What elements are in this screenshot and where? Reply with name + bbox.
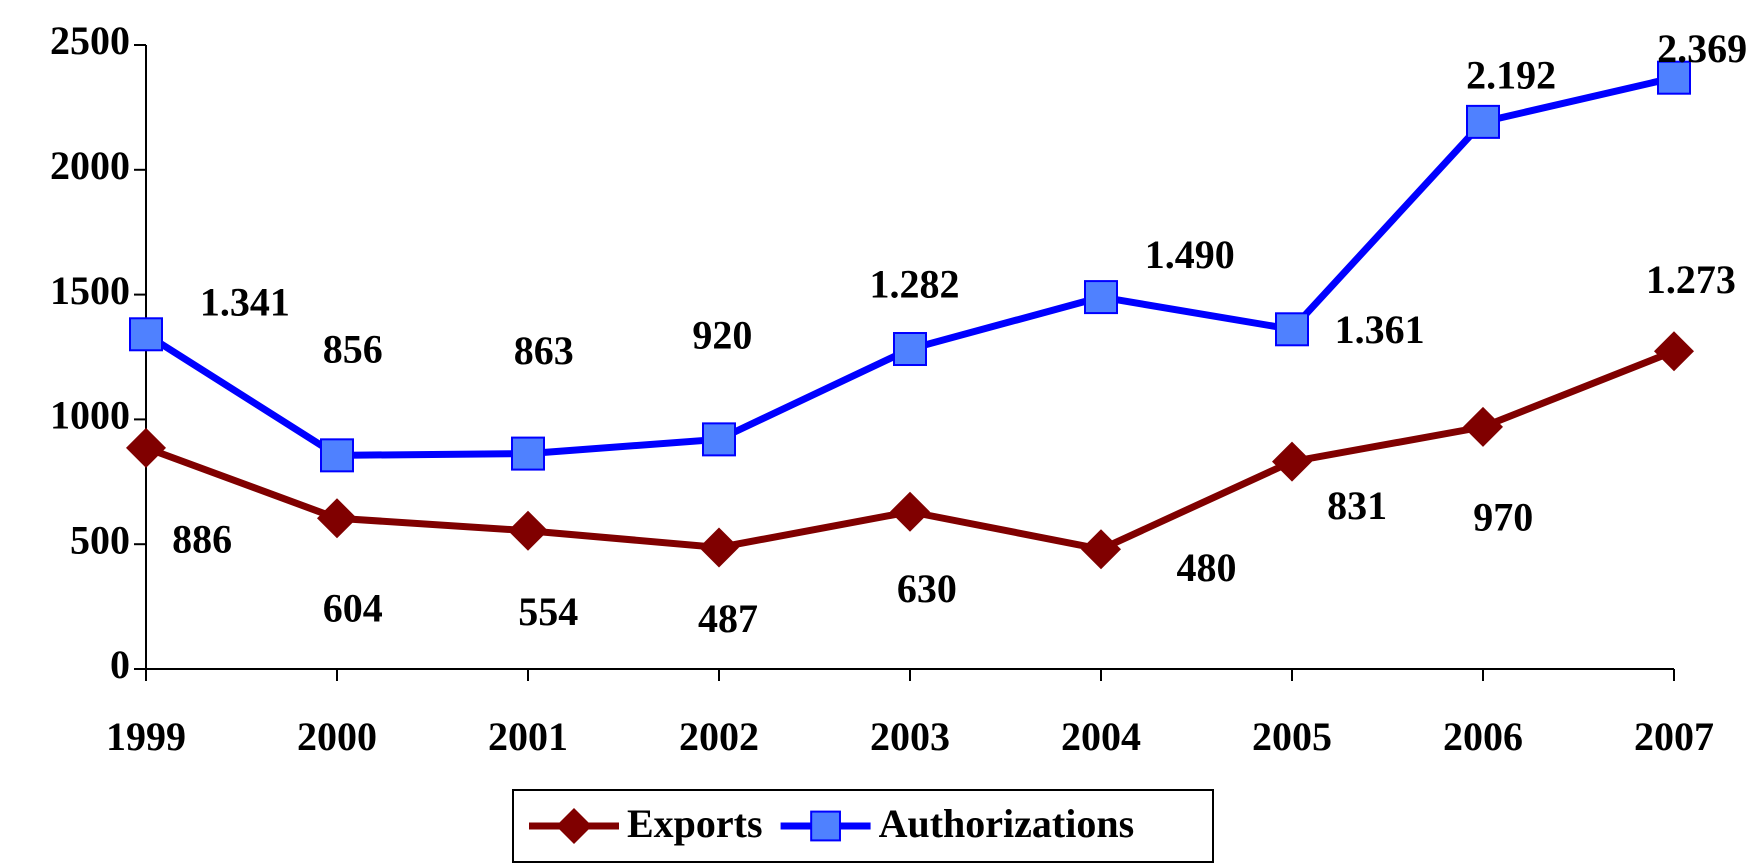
x-tick-label: 2000 bbox=[297, 714, 377, 759]
data-label: 2.369 bbox=[1657, 26, 1747, 71]
point-marker bbox=[1272, 441, 1312, 482]
point-marker bbox=[126, 427, 166, 468]
point-marker bbox=[511, 436, 545, 471]
point-marker bbox=[1466, 104, 1500, 139]
point-marker bbox=[508, 510, 548, 551]
data-label: 1.282 bbox=[869, 262, 959, 307]
data-label: 831 bbox=[1327, 483, 1387, 528]
point-marker bbox=[699, 527, 739, 568]
data-label: 2.192 bbox=[1466, 52, 1556, 97]
data-label: 1.273 bbox=[1646, 257, 1736, 302]
point-marker bbox=[702, 422, 736, 457]
point-marker bbox=[1275, 312, 1309, 347]
x-tick-label: 2006 bbox=[1443, 714, 1523, 759]
point-marker bbox=[317, 498, 357, 539]
point-marker bbox=[1463, 406, 1503, 447]
y-tick-label: 0 bbox=[110, 642, 130, 687]
point-marker bbox=[1657, 60, 1691, 95]
data-label: 487 bbox=[698, 596, 758, 641]
x-tick-label: 2007 bbox=[1634, 714, 1714, 759]
data-label: 920 bbox=[692, 313, 752, 358]
point-marker bbox=[1084, 280, 1118, 315]
point-marker bbox=[129, 317, 163, 352]
data-label: 856 bbox=[323, 326, 383, 371]
y-tick-label: 500 bbox=[70, 517, 130, 562]
x-tick-label: 2005 bbox=[1252, 714, 1332, 759]
x-tick-label: 2003 bbox=[870, 714, 950, 759]
data-label: 1.361 bbox=[1335, 307, 1425, 352]
legend-marker bbox=[810, 810, 841, 842]
data-label: 1.341 bbox=[200, 279, 290, 324]
point-marker bbox=[890, 491, 930, 532]
point-marker bbox=[1081, 529, 1121, 570]
x-tick-label: 1999 bbox=[106, 714, 186, 759]
data-label: 1.490 bbox=[1145, 232, 1235, 277]
y-tick-label: 2000 bbox=[50, 143, 130, 188]
y-tick-label: 1000 bbox=[50, 393, 130, 438]
legend-label: Authorizations bbox=[879, 801, 1135, 846]
point-marker bbox=[1654, 331, 1694, 372]
data-label: 604 bbox=[323, 586, 383, 631]
x-tick-label: 2004 bbox=[1061, 714, 1141, 759]
point-marker bbox=[893, 332, 927, 367]
data-label: 480 bbox=[1177, 545, 1237, 590]
point-marker bbox=[320, 438, 354, 473]
data-label: 863 bbox=[514, 328, 574, 373]
y-tick-label: 2500 bbox=[50, 18, 130, 63]
x-tick-label: 2001 bbox=[488, 714, 568, 759]
data-label: 970 bbox=[1473, 494, 1533, 539]
legend-label: Exports bbox=[627, 801, 763, 846]
x-tick-label: 2002 bbox=[679, 714, 759, 759]
data-label: 886 bbox=[172, 516, 232, 561]
legend-marker bbox=[556, 808, 592, 844]
data-label: 554 bbox=[518, 589, 578, 634]
data-label: 630 bbox=[897, 566, 957, 611]
y-tick-label: 1500 bbox=[50, 268, 130, 313]
